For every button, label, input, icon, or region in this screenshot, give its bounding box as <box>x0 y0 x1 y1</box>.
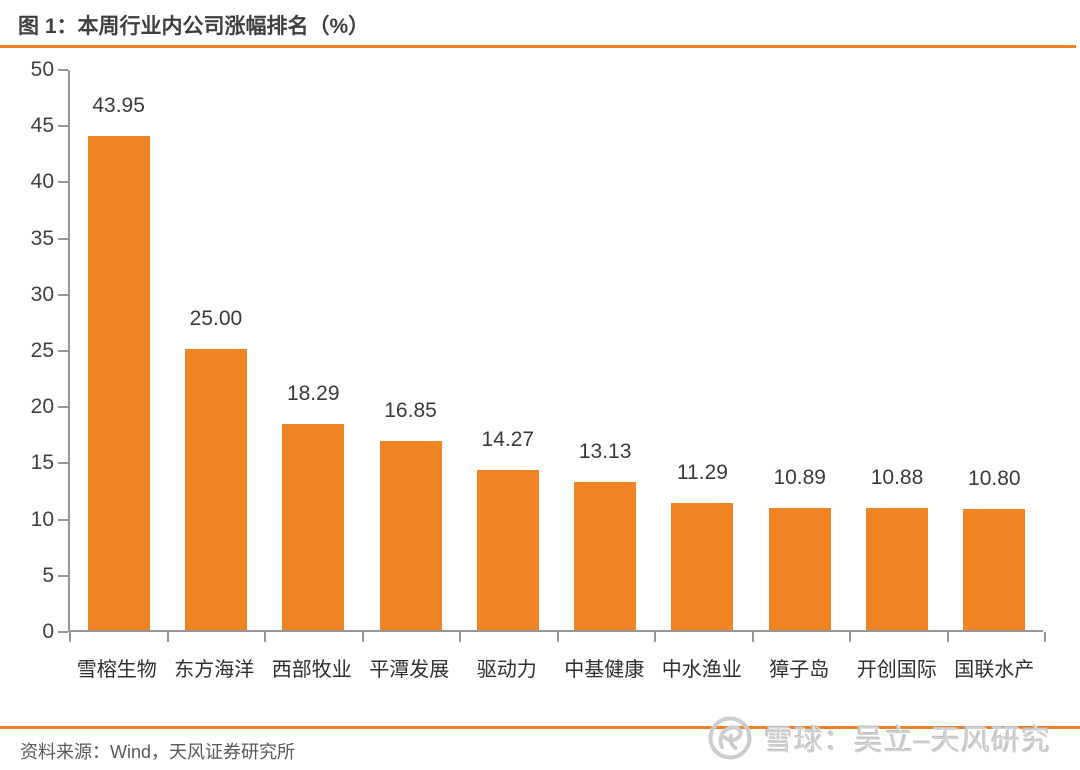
bar-value-label: 10.89 <box>773 465 826 489</box>
x-axis-tick <box>459 632 461 642</box>
y-axis-tick <box>58 518 68 521</box>
x-axis-category-labels: 雪榕生物 东方海洋 西部牧业 平潭发展 驱动力 中基健康 中水渔业 獐子岛 开创国际 国联水产 <box>68 655 1043 685</box>
bar <box>476 469 539 630</box>
x-axis-tick <box>849 632 851 642</box>
y-tick-label: 0 <box>42 620 54 643</box>
bar-value-label: 43.95 <box>92 94 145 118</box>
bar-value-label: 11.29 <box>676 461 728 485</box>
watermark-text: 雪球：吴立–天风研究 <box>764 725 1052 757</box>
bar <box>87 136 150 630</box>
y-axis-tick <box>58 293 68 296</box>
bar-cell: 14.27 <box>459 70 556 630</box>
x-axis-tick <box>1044 632 1046 642</box>
watermark: 雪球：吴立–天风研究 <box>706 714 1051 762</box>
category-label: 中基健康 <box>564 659 645 681</box>
y-axis-tick <box>58 406 68 409</box>
category-label: 平潭发展 <box>369 659 450 681</box>
x-axis-tick <box>361 632 364 642</box>
title-divider-rule <box>0 45 1076 48</box>
y-tick-label: 40 <box>30 170 54 194</box>
data-source-text: 资料来源：Wind，天风证券研究所 <box>20 742 296 762</box>
category-label: 西部牧业 <box>271 659 352 681</box>
bar-value-label: 10.80 <box>968 466 1021 490</box>
bar <box>963 508 1026 630</box>
y-tick-label: 30 <box>30 282 54 306</box>
y-axis-tick <box>58 631 68 633</box>
category-label: 雪榕生物 <box>76 659 157 681</box>
category-label: 中水渔业 <box>661 659 742 681</box>
y-axis-tick <box>58 350 68 352</box>
x-axis-tick <box>751 632 754 642</box>
x-axis-tick <box>654 632 656 642</box>
y-axis-tick <box>58 125 68 128</box>
y-tick-label: 15 <box>30 451 54 475</box>
category-label: 獐子岛 <box>769 659 830 681</box>
y-tick-label: 5 <box>42 563 54 587</box>
x-axis-tick <box>264 632 266 642</box>
bar-cell: 10.80 <box>946 70 1043 630</box>
x-axis-tick <box>69 632 71 642</box>
bar-cell: 11.29 <box>654 70 751 630</box>
bar-value-label: 25.00 <box>189 307 243 330</box>
y-axis-tick <box>58 181 68 184</box>
bar <box>574 482 637 630</box>
xueqiu-snowball-logo-icon <box>706 714 754 762</box>
y-tick-label: 20 <box>30 395 54 419</box>
bar-value-label: 18.29 <box>286 382 340 406</box>
category-label: 东方海洋 <box>174 659 255 681</box>
bar <box>379 440 442 630</box>
bar-value-label: 10.88 <box>870 465 924 489</box>
y-axis-tick <box>58 462 68 465</box>
bar <box>282 424 345 630</box>
y-axis-tick <box>58 237 68 240</box>
x-axis-tick <box>556 632 559 642</box>
y-tick-label: 10 <box>30 507 54 531</box>
category-label: 驱动力 <box>476 659 537 681</box>
bar <box>866 507 929 630</box>
x-axis-tick <box>166 632 169 642</box>
bar <box>671 503 734 630</box>
bar-value-label: 14.27 <box>481 427 535 451</box>
y-tick-label: 50 <box>30 58 54 81</box>
bar <box>184 349 247 630</box>
y-axis-tick <box>58 574 68 577</box>
bar-chart-plot-area: 43.95 25.00 18.29 16.85 14.27 13.13 11.29 10.89… <box>31 59 1046 642</box>
bar-cell: 16.85 <box>362 70 459 630</box>
category-label: 国联水产 <box>954 659 1035 681</box>
y-tick-label: 35 <box>30 226 54 250</box>
footer-divider-rule <box>0 726 1080 729</box>
bar <box>768 507 831 630</box>
bar-cell: 18.29 <box>265 70 362 630</box>
bar-cell: 43.95 <box>70 70 167 630</box>
category-label: 开创国际 <box>856 659 937 681</box>
y-tick-label: 25 <box>30 339 54 362</box>
bar-cell: 10.88 <box>848 70 945 630</box>
bar-value-label: 13.13 <box>578 440 632 464</box>
bar-value-label: 16.85 <box>384 398 437 422</box>
y-tick-label: 45 <box>30 114 54 138</box>
bar-cell: 10.89 <box>751 70 848 630</box>
y-axis-tick <box>58 69 68 71</box>
figure-title: 图 1：本周行业内公司涨幅排名（%） <box>18 15 370 38</box>
bar-cell: 25.00 <box>167 70 264 630</box>
bar-cell: 13.13 <box>556 70 653 630</box>
x-axis-tick <box>946 632 949 642</box>
